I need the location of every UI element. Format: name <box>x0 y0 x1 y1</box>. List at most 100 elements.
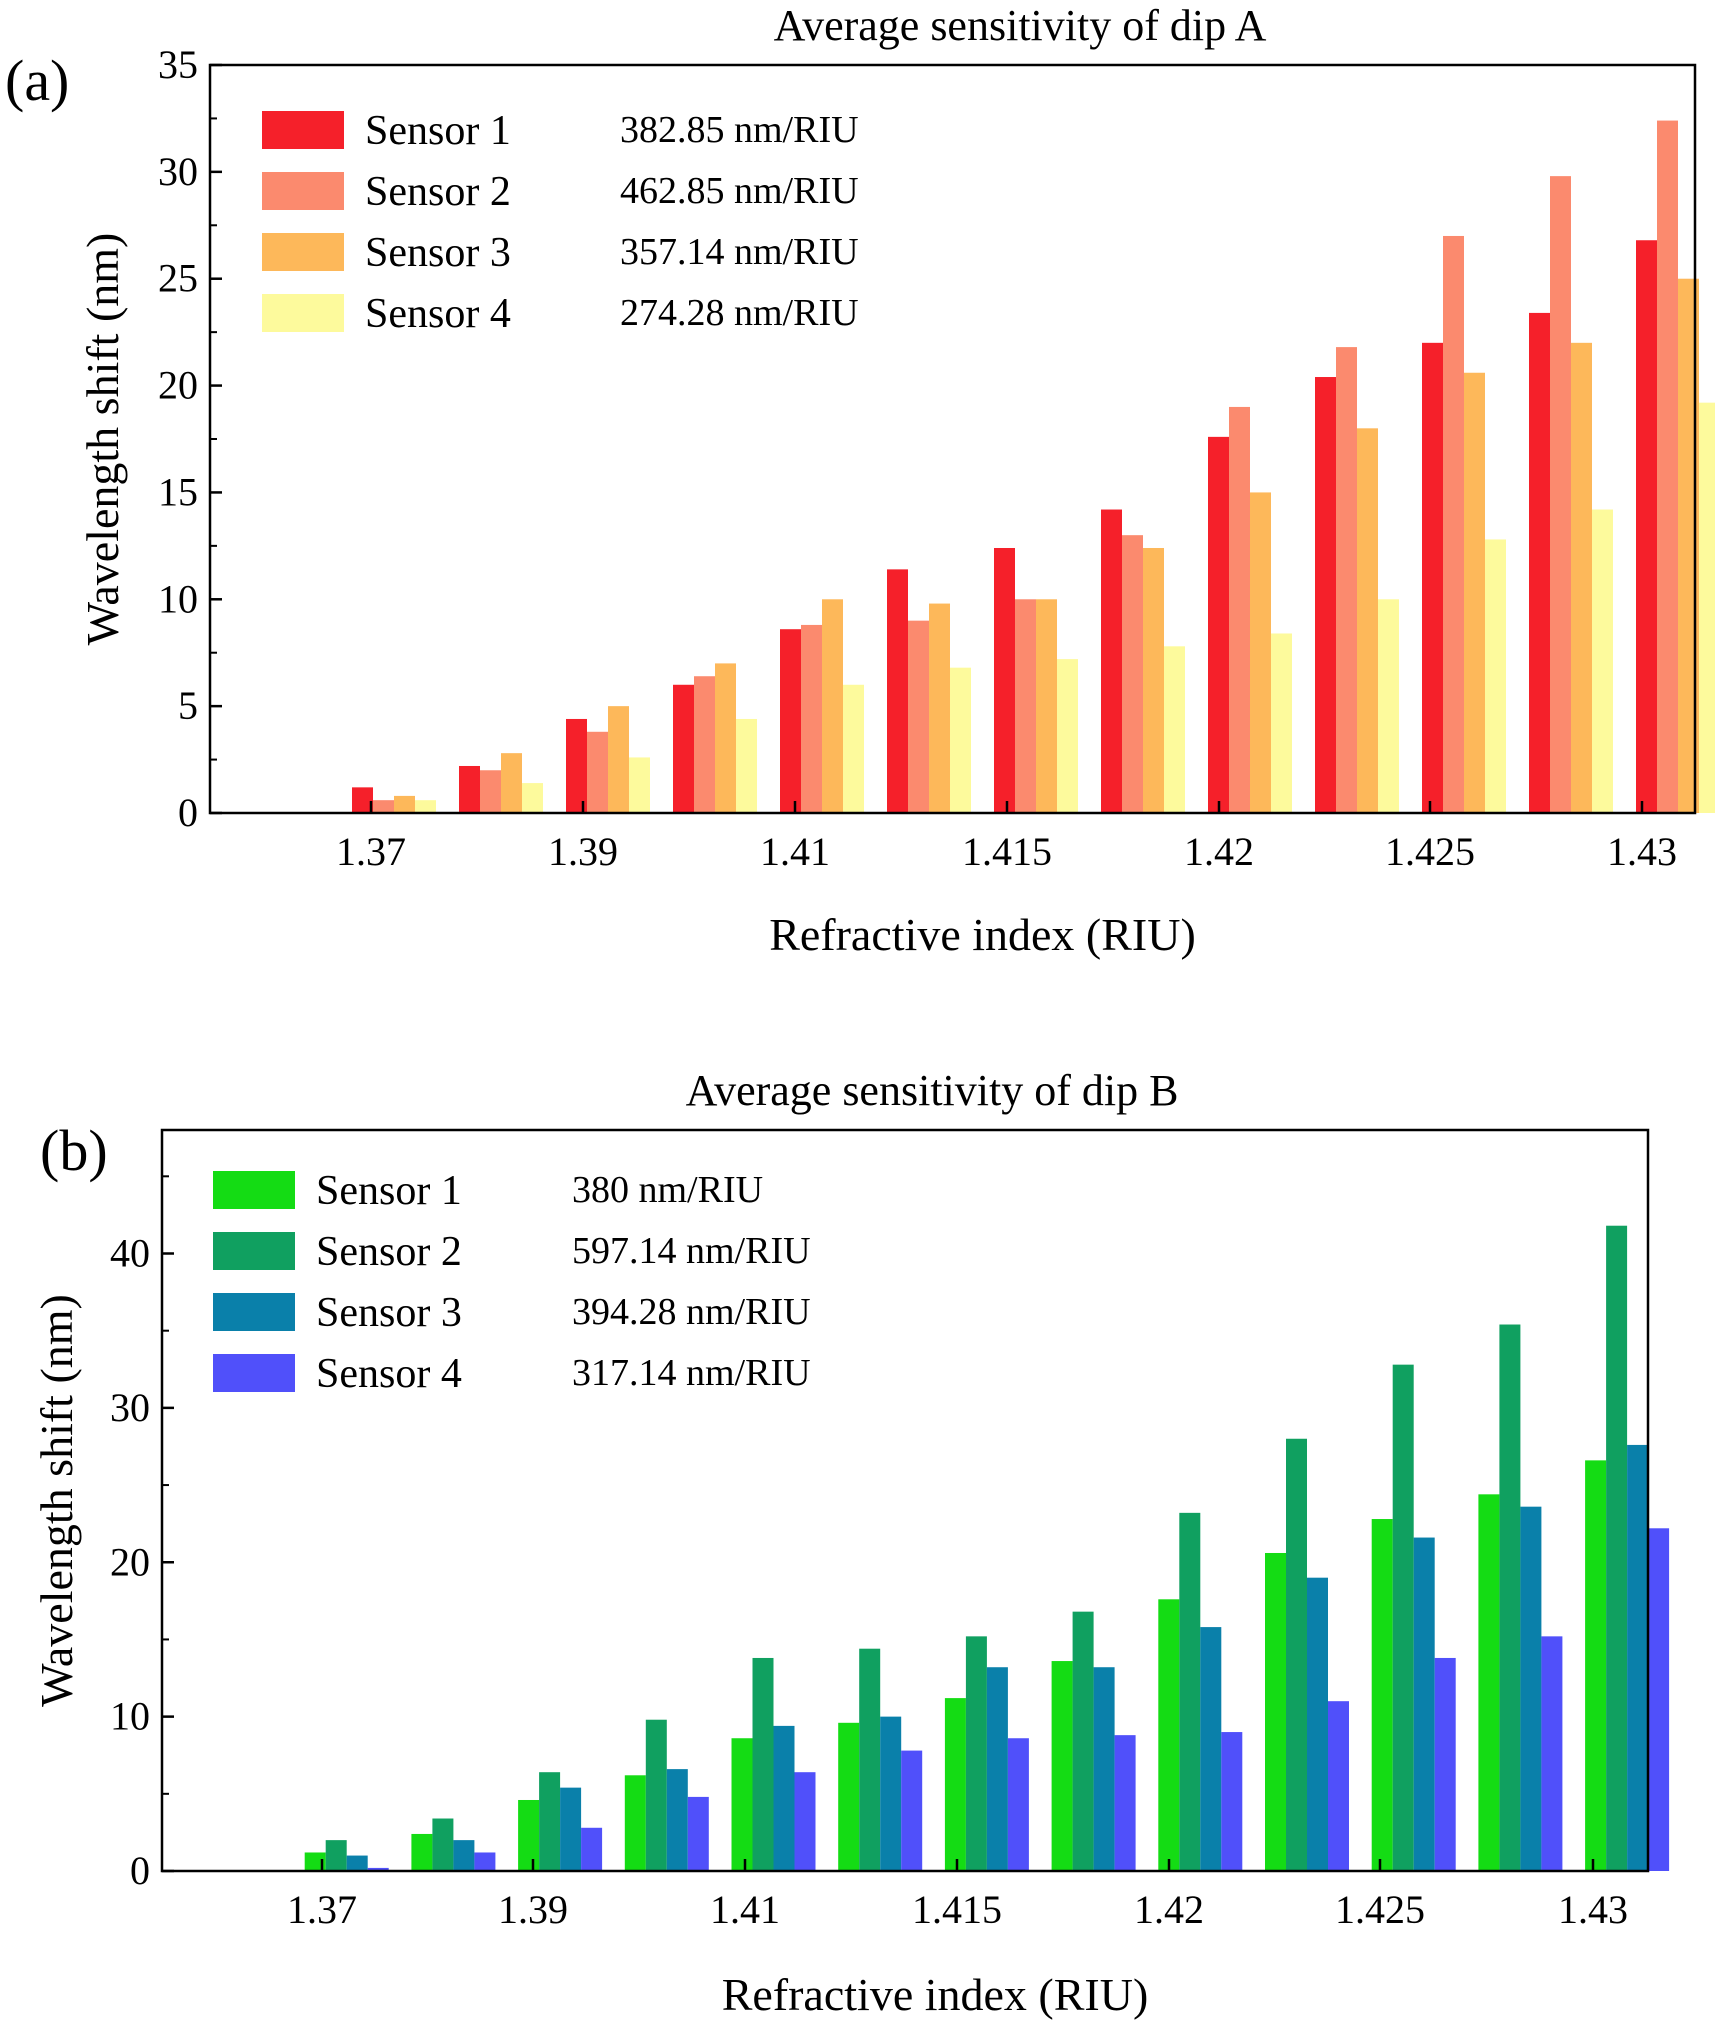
bar-sensor1-1_39 <box>566 718 587 813</box>
legend-label: Sensor 1 <box>316 1168 462 1214</box>
bar-sensor4-1_422 <box>1378 599 1399 813</box>
bar-sensor3-1_422 <box>1307 1577 1328 1871</box>
legend-label: Sensor 2 <box>316 1229 462 1275</box>
bar-sensor2-1_41 <box>752 1657 774 1871</box>
bar-sensor2-1_428 <box>1499 1324 1521 1871</box>
bar-sensor1-1_415 <box>994 547 1015 813</box>
x-tick-label: 1.42 <box>1184 829 1254 874</box>
bar-sensor3-1_412 <box>929 603 950 813</box>
bar-sensor3-1_41 <box>822 599 843 813</box>
y-axis-label: Wavelength shift (nm) <box>77 233 128 646</box>
bar-sensor2-1_42 <box>1229 406 1250 813</box>
bar-sensor4-1_40 <box>736 718 757 813</box>
bar-sensor4-1_38 <box>522 783 543 813</box>
bar-sensor1-1_37 <box>352 787 373 813</box>
bar-sensor1-1_43 <box>1585 1460 1607 1871</box>
bar-sensor2-1_425 <box>1443 235 1464 813</box>
panel-label: (b) <box>40 1118 108 1183</box>
x-axis-label: Refractive index (RIU) <box>769 909 1196 960</box>
bar-sensor3-1_425 <box>1413 1537 1435 1871</box>
x-axis-label: Refractive index (RIU) <box>722 1969 1149 2020</box>
bar-sensor3-1_41 <box>773 1725 795 1871</box>
bar-sensor4-1_37 <box>367 1867 389 1871</box>
bar-sensor1-1_422 <box>1315 377 1336 813</box>
bar-sensor3-1_37 <box>394 795 415 813</box>
bar-sensor2-1_43 <box>1606 1225 1628 1871</box>
bar-sensor2-1_42 <box>1179 1512 1201 1871</box>
bar-sensor2-1_422 <box>1336 347 1357 813</box>
bar-sensor3-1_418 <box>1143 547 1164 813</box>
bar-sensor2-1_418 <box>1122 535 1143 813</box>
bar-sensor4-1_412 <box>901 1750 923 1871</box>
y-tick-label: 20 <box>110 1539 150 1584</box>
sensitivity-label: 274.28 nm/RIU <box>620 292 859 334</box>
bar-sensor2-1_38 <box>432 1818 454 1871</box>
bar-sensor1-1_428 <box>1478 1494 1500 1871</box>
legend-label: Sensor 4 <box>365 291 511 337</box>
bar-sensor4-1_38 <box>474 1852 496 1871</box>
x-tick-label: 1.39 <box>548 829 618 874</box>
y-tick-label: 30 <box>158 149 198 194</box>
bar-sensor3-1_38 <box>501 753 522 813</box>
bar-sensor2-1_40 <box>694 676 715 813</box>
chart-panel-a: Average sensitivity of dip A (a) 0 5 10 15 20 2… <box>5 1 1715 960</box>
legend: Sensor 1 382.85 nm/RIU Sensor 2 462.85 nm/R… <box>262 108 859 337</box>
bar-sensor2-1_37 <box>373 800 394 813</box>
bar-sensor2-1_37 <box>325 1840 347 1871</box>
legend-label: Sensor 2 <box>365 169 511 215</box>
y-tick-label: 0 <box>178 790 198 835</box>
legend-label: Sensor 1 <box>365 108 511 154</box>
bar-sensor1-1_425 <box>1422 342 1443 813</box>
y-tick-label: 0 <box>130 1848 150 1893</box>
bar-sensor3-1_39 <box>560 1787 582 1871</box>
bar-sensor4-1_39 <box>581 1827 603 1871</box>
x-tick-label: 1.41 <box>760 829 830 874</box>
bar-sensor4-1_418 <box>1164 646 1185 813</box>
bar-sensor1-1_39 <box>518 1799 540 1871</box>
bar-sensor3-1_43 <box>1627 1444 1649 1871</box>
legend: Sensor 1 380 nm/RIU Sensor 2 597.14 nm/RIU S… <box>213 1168 811 1397</box>
bar-sensor2-1_415 <box>1015 599 1036 813</box>
bar-sensor3-1_425 <box>1464 372 1485 813</box>
y-tick-label: 40 <box>110 1231 150 1276</box>
bar-sensor1-1_42 <box>1208 436 1229 813</box>
bar-sensor2-1_43 <box>1657 120 1678 813</box>
x-tick-label: 1.39 <box>498 1887 568 1932</box>
bar-sensor2-1_38 <box>480 770 501 813</box>
plot-frame <box>160 1128 1650 1873</box>
legend-swatch <box>262 111 344 149</box>
bar-sensor4-1_39 <box>629 757 650 813</box>
bar-sensor1-1_422 <box>1265 1552 1286 1871</box>
chart-panel-b: Average sensitivity of dip B (b) 0 10 20 30 40… <box>31 1066 1670 2020</box>
y-axis-label: Wavelength shift (nm) <box>31 1294 82 1707</box>
bar-sensor1-1_412 <box>838 1722 860 1871</box>
bar-sensor4-1_43 <box>1648 1528 1670 1871</box>
bar-sensor1-1_40 <box>673 684 694 813</box>
bar-sensor1-1_418 <box>1101 509 1122 813</box>
y-tick-label: 20 <box>158 363 198 408</box>
sensitivity-label: 462.85 nm/RIU <box>620 170 859 212</box>
bar-sensor1-1_43 <box>1636 240 1657 813</box>
sensitivity-label: 597.14 nm/RIU <box>572 1230 811 1272</box>
y-tick-label: 30 <box>110 1385 150 1430</box>
bar-sensor4-1_428 <box>1592 509 1613 813</box>
bar-sensor2-1_428 <box>1550 176 1571 814</box>
legend-label: Sensor 3 <box>316 1290 462 1336</box>
bar-sensor3-1_415 <box>986 1667 1008 1871</box>
legend-swatch <box>262 294 344 332</box>
legend-swatch <box>213 1293 295 1331</box>
bar-sensor4-1_422 <box>1328 1701 1349 1871</box>
bar-sensor3-1_42 <box>1250 492 1271 813</box>
bar-sensor2-1_415 <box>965 1636 987 1871</box>
bar-sensor1-1_418 <box>1051 1661 1073 1871</box>
bar-sensor1-1_415 <box>944 1698 966 1871</box>
x-tick-label: 1.43 <box>1607 829 1677 874</box>
bar-sensor2-1_39 <box>539 1772 561 1871</box>
legend-label: Sensor 3 <box>365 230 511 276</box>
sensitivity-label: 317.14 nm/RIU <box>572 1352 811 1394</box>
bar-sensor2-1_39 <box>587 731 608 813</box>
x-tick-label: 1.42 <box>1134 1887 1204 1932</box>
sensitivity-label: 382.85 nm/RIU <box>620 109 859 151</box>
bar-sensor2-1_40 <box>645 1719 667 1871</box>
x-tick-label: 1.425 <box>1385 829 1475 874</box>
